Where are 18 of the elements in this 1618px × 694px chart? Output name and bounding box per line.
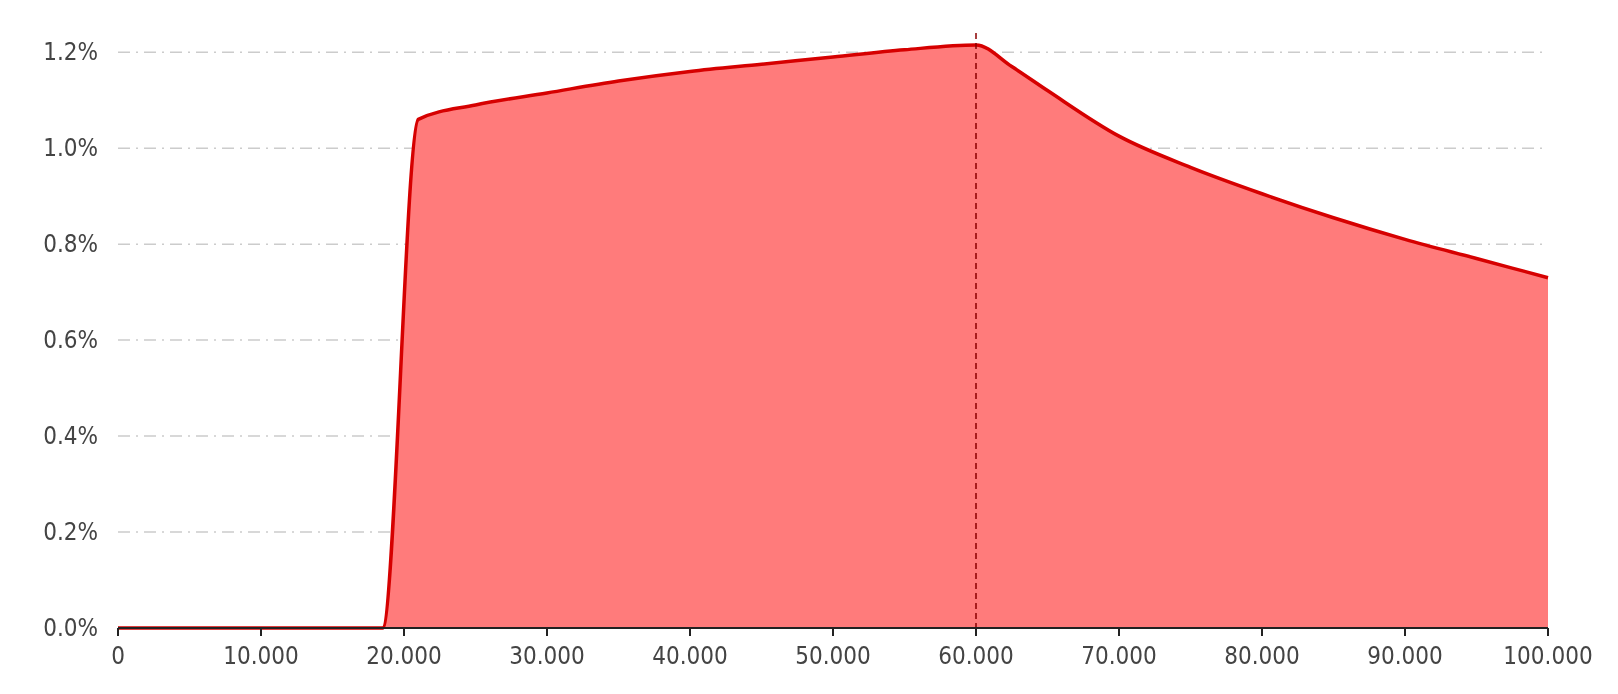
x-tick-label: 90.000 — [1367, 642, 1443, 670]
y-tick-label: 1.2% — [43, 38, 98, 67]
y-tick-label: 0.4% — [43, 422, 98, 451]
x-tick-label: 50.000 — [795, 642, 871, 670]
x-tick-label: 80.000 — [1224, 642, 1300, 670]
y-tick-label: 0.2% — [43, 518, 98, 547]
x-tick-label: 30.000 — [509, 642, 585, 670]
y-tick-label: 0.8% — [43, 230, 98, 259]
x-tick-label: 40.000 — [652, 642, 728, 670]
x-tick-label: 10.000 — [223, 642, 299, 670]
x-tick-label: 60.000 — [938, 642, 1014, 670]
x-tick-label: 0 — [111, 642, 125, 670]
x-tick-label: 100.000 — [1503, 642, 1593, 670]
y-tick-label: 1.0% — [43, 134, 98, 163]
y-tick-label: 0.0% — [43, 614, 98, 642]
y-tick-label: 0.6% — [43, 326, 98, 355]
x-tick-label: 70.000 — [1081, 642, 1157, 670]
x-tick-label: 20.000 — [366, 642, 442, 670]
